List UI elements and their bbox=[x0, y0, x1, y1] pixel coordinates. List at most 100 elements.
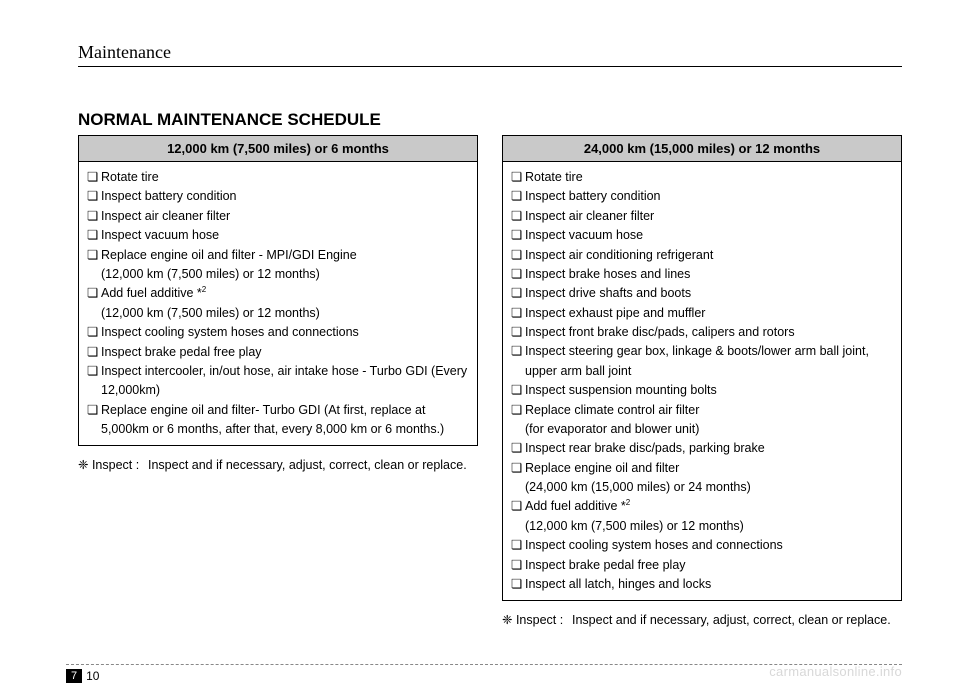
list-item-text: Inspect brake pedal free play bbox=[101, 343, 469, 362]
list-item: ❏Inspect vacuum hose bbox=[87, 226, 469, 245]
list-item: ❏Replace engine oil and filter - MPI/GDI… bbox=[87, 246, 469, 265]
list-item-sub: (12,000 km (7,500 miles) or 12 months) bbox=[87, 265, 469, 284]
list-item-text: Replace engine oil and filter - MPI/GDI … bbox=[101, 246, 469, 265]
right-note: ❈ Inspect : Inspect and if necessary, ad… bbox=[502, 611, 902, 630]
bullet-icon: ❏ bbox=[87, 168, 101, 187]
bullet-icon: ❏ bbox=[511, 536, 525, 555]
list-item-text: Inspect rear brake disc/pads, parking br… bbox=[525, 439, 893, 458]
list-item: ❏Replace engine oil and filter- Turbo GD… bbox=[87, 401, 469, 440]
page-title: NORMAL MAINTENANCE SCHEDULE bbox=[78, 110, 381, 130]
list-item-sub: (12,000 km (7,500 miles) or 12 months) bbox=[87, 304, 469, 323]
list-item: ❏Inspect battery condition bbox=[87, 187, 469, 206]
list-item-text: Inspect cooling system hoses and connect… bbox=[101, 323, 469, 342]
list-item-text: Add fuel additive *2 bbox=[525, 497, 893, 517]
bullet-icon: ❏ bbox=[511, 439, 525, 458]
list-item: ❏Replace climate control air filter bbox=[511, 401, 893, 420]
list-item-text: Inspect vacuum hose bbox=[101, 226, 469, 245]
section-title: Maintenance bbox=[78, 42, 171, 63]
bullet-icon: ❏ bbox=[87, 284, 101, 304]
list-item: ❏Add fuel additive *2 bbox=[87, 284, 469, 304]
list-item-text: Inspect vacuum hose bbox=[525, 226, 893, 245]
bullet-icon: ❏ bbox=[511, 168, 525, 187]
list-item-text: Rotate tire bbox=[525, 168, 893, 187]
right-column: 24,000 km (15,000 miles) or 12 months ❏R… bbox=[502, 135, 902, 630]
list-item: ❏Inspect drive shafts and boots bbox=[511, 284, 893, 303]
watermark: carmanualsonline.info bbox=[769, 664, 902, 679]
list-item-text: Inspect cooling system hoses and connect… bbox=[525, 536, 893, 555]
bullet-icon: ❏ bbox=[511, 556, 525, 575]
page: Maintenance NORMAL MAINTENANCE SCHEDULE … bbox=[0, 0, 960, 689]
list-item: ❏Inspect battery condition bbox=[511, 187, 893, 206]
list-item-text: Inspect battery condition bbox=[101, 187, 469, 206]
list-item: ❏Inspect brake pedal free play bbox=[87, 343, 469, 362]
list-item: ❏Inspect exhaust pipe and muffler bbox=[511, 304, 893, 323]
bullet-icon: ❏ bbox=[87, 362, 101, 401]
list-item-text: Inspect all latch, hinges and locks bbox=[525, 575, 893, 594]
list-item-sub: (12,000 km (7,500 miles) or 12 months) bbox=[511, 517, 893, 536]
bullet-icon: ❏ bbox=[511, 304, 525, 323]
list-item: ❏Inspect cooling system hoses and connec… bbox=[87, 323, 469, 342]
list-item-text: Inspect air cleaner filter bbox=[525, 207, 893, 226]
list-item-text: Inspect brake hoses and lines bbox=[525, 265, 893, 284]
bullet-icon: ❏ bbox=[511, 226, 525, 245]
list-item-text: Inspect drive shafts and boots bbox=[525, 284, 893, 303]
list-item-text: Inspect steering gear box, linkage & boo… bbox=[525, 342, 893, 381]
left-box-header: 12,000 km (7,500 miles) or 6 months bbox=[79, 136, 477, 162]
bullet-icon: ❏ bbox=[511, 207, 525, 226]
bullet-icon: ❏ bbox=[511, 401, 525, 420]
list-item-text: Inspect front brake disc/pads, calipers … bbox=[525, 323, 893, 342]
right-box-header: 24,000 km (15,000 miles) or 12 months bbox=[503, 136, 901, 162]
bullet-icon: ❏ bbox=[87, 226, 101, 245]
bullet-icon: ❏ bbox=[511, 187, 525, 206]
left-box: 12,000 km (7,500 miles) or 6 months ❏Rot… bbox=[78, 135, 478, 446]
list-item-text: Inspect battery condition bbox=[525, 187, 893, 206]
list-item: ❏Add fuel additive *2 bbox=[511, 497, 893, 517]
footnote-ref: 2 bbox=[626, 498, 630, 507]
right-note-text: Inspect and if necessary, adjust, correc… bbox=[572, 611, 902, 630]
list-item: ❏Inspect vacuum hose bbox=[511, 226, 893, 245]
bullet-icon: ❏ bbox=[87, 187, 101, 206]
list-item: ❏Replace engine oil and filter bbox=[511, 459, 893, 478]
header-rule bbox=[78, 66, 902, 67]
list-item-sub: (24,000 km (15,000 miles) or 24 months) bbox=[511, 478, 893, 497]
bullet-icon: ❏ bbox=[87, 323, 101, 342]
list-item: ❏Rotate tire bbox=[511, 168, 893, 187]
columns: 12,000 km (7,500 miles) or 6 months ❏Rot… bbox=[78, 135, 902, 630]
bullet-icon: ❏ bbox=[511, 459, 525, 478]
list-item-text: Replace engine oil and filter- Turbo GDI… bbox=[101, 401, 469, 440]
bullet-icon: ❏ bbox=[511, 265, 525, 284]
bullet-icon: ❏ bbox=[511, 342, 525, 381]
list-item: ❏Inspect air cleaner filter bbox=[511, 207, 893, 226]
left-note-text: Inspect and if necessary, adjust, correc… bbox=[148, 456, 478, 475]
bullet-icon: ❏ bbox=[87, 246, 101, 265]
list-item: ❏Inspect all latch, hinges and locks bbox=[511, 575, 893, 594]
bullet-icon: ❏ bbox=[511, 323, 525, 342]
page-number: 7 10 bbox=[66, 669, 99, 683]
list-item: ❏Inspect front brake disc/pads, calipers… bbox=[511, 323, 893, 342]
left-column: 12,000 km (7,500 miles) or 6 months ❏Rot… bbox=[78, 135, 478, 630]
list-item-text: Inspect exhaust pipe and muffler bbox=[525, 304, 893, 323]
left-note-label: ❈ Inspect : bbox=[78, 456, 148, 475]
list-item-text: Rotate tire bbox=[101, 168, 469, 187]
chapter-number: 7 bbox=[66, 669, 82, 683]
list-item-text: Inspect suspension mounting bolts bbox=[525, 381, 893, 400]
list-item: ❏Rotate tire bbox=[87, 168, 469, 187]
list-item: ❏Inspect brake hoses and lines bbox=[511, 265, 893, 284]
bullet-icon: ❏ bbox=[511, 575, 525, 594]
list-item: ❏Inspect air conditioning refrigerant bbox=[511, 246, 893, 265]
list-item-sub: (for evaporator and blower unit) bbox=[511, 420, 893, 439]
bullet-icon: ❏ bbox=[87, 207, 101, 226]
bullet-icon: ❏ bbox=[511, 284, 525, 303]
list-item: ❏Inspect brake pedal free play bbox=[511, 556, 893, 575]
bullet-icon: ❏ bbox=[511, 497, 525, 517]
left-box-body: ❏Rotate tire❏Inspect battery condition❏I… bbox=[79, 162, 477, 445]
right-box: 24,000 km (15,000 miles) or 12 months ❏R… bbox=[502, 135, 902, 601]
list-item: ❏Inspect cooling system hoses and connec… bbox=[511, 536, 893, 555]
bullet-icon: ❏ bbox=[87, 401, 101, 440]
list-item-text: Inspect intercooler, in/out hose, air in… bbox=[101, 362, 469, 401]
list-item: ❏Inspect steering gear box, linkage & bo… bbox=[511, 342, 893, 381]
list-item: ❏Inspect air cleaner filter bbox=[87, 207, 469, 226]
right-note-label: ❈ Inspect : bbox=[502, 611, 572, 630]
list-item-text: Replace climate control air filter bbox=[525, 401, 893, 420]
bullet-icon: ❏ bbox=[511, 381, 525, 400]
